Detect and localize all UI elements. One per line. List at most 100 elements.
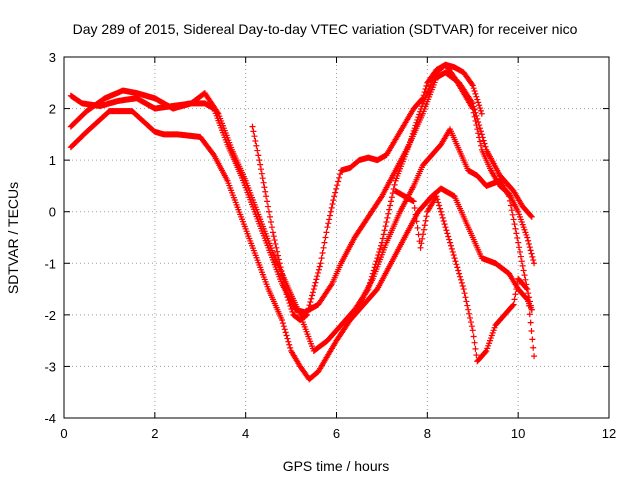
x-tick-label: 2 [151, 426, 158, 441]
data-point [328, 204, 335, 211]
data-point [304, 308, 311, 315]
data-point [273, 244, 280, 251]
data-point [325, 220, 332, 227]
data-point [378, 242, 385, 249]
data-point [268, 224, 275, 231]
data-point [256, 157, 263, 164]
data-point [472, 345, 479, 352]
data-point [324, 224, 331, 231]
data-point [449, 248, 456, 255]
data-point [437, 205, 444, 212]
data-point [274, 248, 281, 255]
data-point [253, 142, 260, 149]
data-point [266, 213, 273, 220]
data-point [440, 217, 447, 224]
data-point [482, 143, 489, 150]
data-point [309, 289, 316, 296]
data-point [512, 291, 519, 298]
data-point [321, 239, 328, 246]
data-point [287, 303, 294, 310]
data-point [506, 193, 513, 200]
data-point [334, 182, 341, 189]
data-point [374, 255, 381, 262]
data-points [67, 61, 538, 383]
data-point [310, 286, 317, 293]
data-point [286, 300, 293, 307]
data-point [461, 290, 468, 297]
x-axis-label: GPS time / hours [283, 458, 390, 474]
y-tick-label: 1 [49, 153, 56, 168]
data-point [514, 280, 521, 287]
data-point [315, 269, 322, 276]
data-point [249, 123, 256, 130]
data-point [315, 266, 322, 273]
data-point [466, 310, 473, 317]
data-point [327, 208, 334, 215]
data-point [516, 244, 523, 251]
data-point [260, 179, 267, 186]
data-point [322, 234, 329, 241]
data-point [453, 261, 460, 268]
data-point [529, 336, 536, 343]
data-point [318, 255, 325, 262]
data-point [257, 161, 264, 168]
data-point [472, 117, 479, 124]
data-point [471, 88, 478, 95]
data-point [477, 107, 484, 114]
data-point [314, 273, 321, 280]
data-point [526, 244, 533, 251]
data-point [470, 333, 477, 340]
data-point [473, 352, 480, 359]
data-point [421, 222, 428, 229]
data-point [381, 227, 388, 234]
data-point [515, 239, 522, 246]
data-point [264, 198, 271, 205]
data-point [478, 110, 485, 117]
data-point [454, 264, 461, 271]
data-point [482, 348, 489, 355]
data-point [526, 311, 533, 318]
data-point [464, 302, 471, 309]
data-point [528, 306, 535, 313]
data-point [444, 230, 451, 237]
data-point [410, 198, 417, 205]
data-point [521, 272, 528, 279]
data-point [387, 202, 394, 209]
data-point [456, 270, 463, 277]
data-point [383, 219, 390, 226]
data-point [263, 193, 270, 200]
data-point [451, 255, 458, 262]
data-point [267, 219, 274, 226]
data-point [419, 235, 426, 242]
data-point [379, 235, 386, 242]
y-axis-label: SDTVAR / TECUs [5, 182, 21, 294]
data-point [288, 305, 295, 312]
data-point [382, 223, 389, 230]
data-point [385, 210, 392, 217]
data-point [459, 282, 466, 289]
data-point [282, 329, 289, 336]
data-point [271, 237, 278, 244]
data-point [279, 320, 286, 327]
data-point [477, 138, 484, 145]
data-point [525, 294, 532, 301]
data-point [438, 211, 445, 218]
data-point [476, 134, 483, 141]
data-point [524, 286, 531, 293]
data-point [467, 319, 474, 326]
data-point [447, 239, 454, 246]
data-point [413, 218, 420, 225]
data-point [326, 212, 333, 219]
data-point [251, 133, 258, 140]
data-point [284, 335, 291, 342]
data-point [337, 171, 344, 178]
data-point [513, 286, 520, 293]
data-point [439, 214, 446, 221]
data-point [255, 152, 262, 159]
data-point [258, 170, 265, 177]
data-point [259, 175, 266, 182]
data-point [326, 216, 333, 223]
data-point [250, 128, 257, 135]
data-point [277, 264, 284, 271]
